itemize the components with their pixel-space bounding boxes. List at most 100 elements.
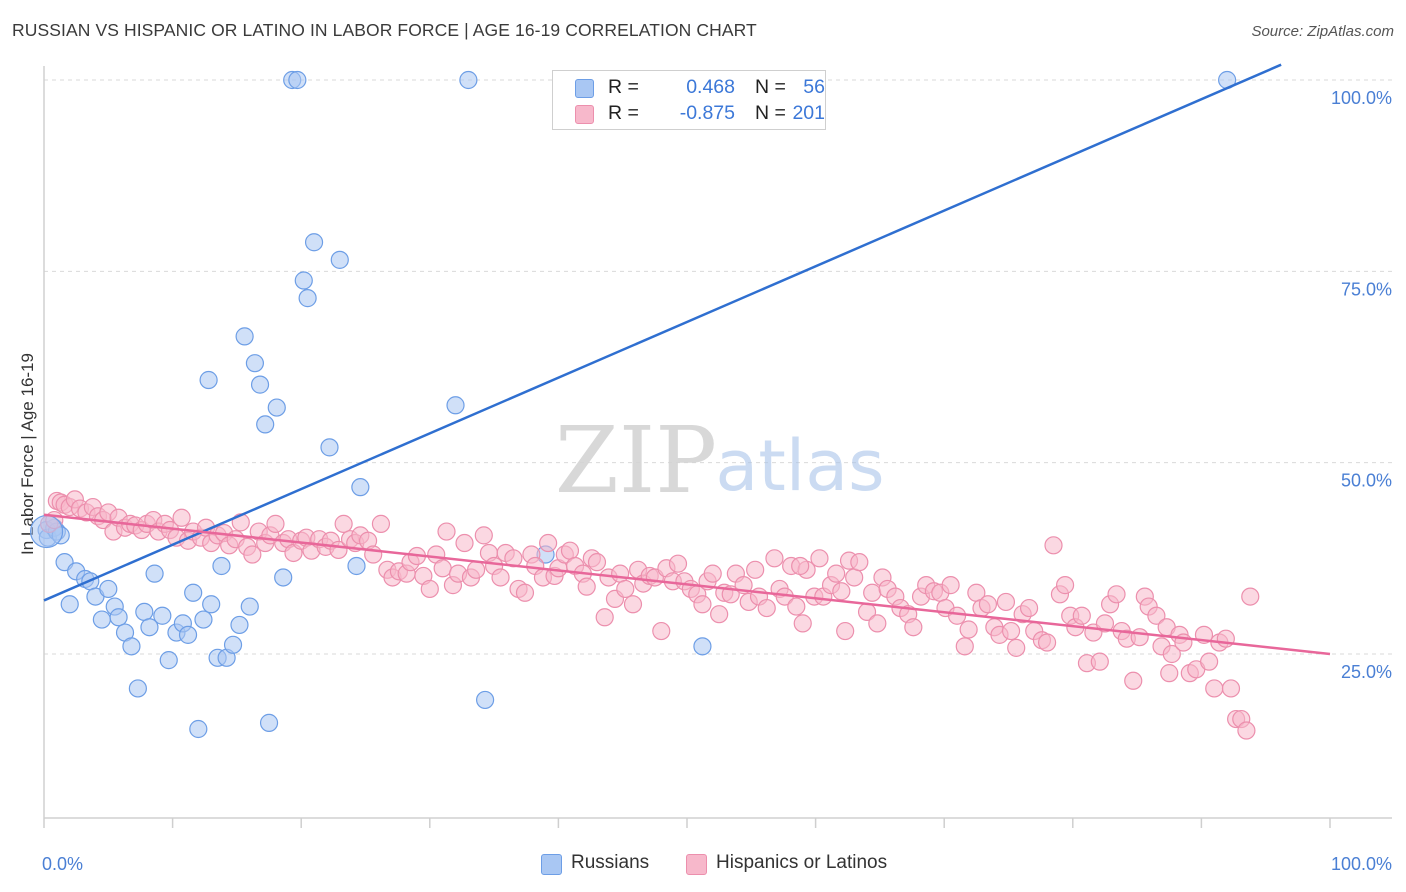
watermark-zip: ZIP	[555, 407, 717, 514]
russian-point	[202, 595, 221, 614]
hispanic-point	[1147, 606, 1166, 625]
hispanic-point	[996, 592, 1016, 612]
hispanic-point	[474, 526, 493, 545]
hispanic-point	[1044, 536, 1063, 555]
hispanic-point	[904, 618, 923, 637]
russian-point	[212, 556, 231, 576]
russian-point	[122, 637, 141, 656]
tick-labels: 25.0% 50.0% 75.0% 100.0% 0.0% 100.0%	[42, 88, 1392, 874]
hispanic-point	[693, 595, 712, 614]
hispanic-point	[787, 597, 806, 616]
hispanic-point	[1107, 585, 1126, 604]
legend-label-russians: Russians	[571, 852, 650, 873]
hispanic-point	[746, 560, 765, 579]
russian-point	[194, 610, 213, 629]
hispanic-point	[616, 579, 635, 599]
russian-point	[223, 635, 243, 654]
hispanic-point	[437, 522, 456, 541]
hispanic-point	[172, 508, 191, 527]
data-points	[29, 70, 1260, 740]
hispanics-swatch	[686, 854, 707, 875]
hispanic-point	[1019, 598, 1039, 618]
russian-point	[245, 354, 265, 373]
hispanic-point	[1160, 664, 1179, 683]
r-value: -0.875	[679, 102, 735, 124]
russian-point	[298, 289, 317, 308]
russian-point	[446, 396, 465, 415]
hispanic-point	[652, 621, 671, 641]
russian-point	[250, 375, 270, 394]
russian-point	[288, 70, 307, 90]
hispanic-point	[420, 579, 439, 599]
hispanic-point	[611, 564, 630, 583]
hispanic-point	[1216, 629, 1235, 648]
y-tick-label: 50.0%	[1341, 471, 1392, 491]
axes	[43, 66, 1392, 828]
r-value: 0.468	[686, 76, 735, 98]
russian-point	[330, 250, 349, 269]
hispanic-point	[863, 583, 882, 602]
hispanic-point	[515, 583, 535, 602]
russian-point	[294, 271, 313, 290]
russian-point	[230, 615, 249, 635]
hispanic-point	[504, 549, 523, 568]
hispanic-point	[491, 568, 510, 587]
hispanic-point	[978, 595, 998, 614]
hispanic-point	[587, 553, 607, 572]
hispanic-point	[266, 514, 285, 533]
hispanic-point	[1162, 644, 1181, 664]
russian-point	[189, 719, 208, 739]
russian-point	[304, 233, 324, 252]
hispanic-point	[868, 614, 887, 633]
russian-point	[320, 438, 339, 457]
russian-point	[99, 579, 118, 599]
watermark: ZIP atlas	[555, 407, 885, 514]
hispanic-point	[1007, 638, 1026, 657]
correlation-legend: R = 0.468 N = 56 R = -0.875 N = 201	[552, 70, 826, 130]
hispanic-point	[955, 637, 974, 656]
hispanic-point	[827, 564, 846, 583]
y-tick-label: 100.0%	[1331, 88, 1392, 108]
hispanic-point	[757, 598, 776, 618]
hispanic-point	[466, 560, 486, 579]
russians-swatch	[541, 854, 562, 875]
hispanic-point	[577, 577, 596, 596]
russian-point	[135, 602, 154, 622]
hispanic-point	[455, 533, 474, 553]
hispanic-point	[1237, 721, 1256, 740]
hispanic-point	[941, 576, 960, 595]
hispanic-point	[959, 620, 978, 639]
russian-point	[140, 618, 159, 637]
russians-swatch	[575, 79, 594, 98]
hispanic-trend-line	[43, 513, 1331, 656]
n-label: N =	[755, 102, 786, 124]
hispanic-point	[1090, 652, 1109, 671]
russian-point	[128, 679, 147, 698]
russian-point	[159, 651, 178, 670]
hispanic-point	[1205, 679, 1224, 698]
russian-point	[145, 564, 164, 583]
hispanic-point	[703, 564, 722, 583]
hispanic-point	[560, 541, 580, 560]
hispanic-point	[334, 514, 353, 533]
russian-point	[153, 606, 172, 625]
hispanic-point	[1241, 587, 1260, 606]
russian-point	[240, 597, 259, 616]
hispanic-point	[791, 556, 810, 576]
russian-point	[235, 327, 254, 346]
hispanic-point	[710, 605, 729, 624]
n-label: N =	[755, 76, 786, 98]
hispanic-point	[1037, 633, 1057, 652]
hispanic-point	[1072, 606, 1091, 625]
russian-point	[109, 608, 128, 627]
russian-point	[256, 415, 275, 434]
russian-point	[274, 568, 293, 587]
russian-point	[60, 595, 79, 614]
hispanic-point	[595, 608, 614, 627]
watermark-atlas: atlas	[715, 425, 884, 507]
russian-point	[267, 398, 286, 417]
hispanic-point	[243, 545, 262, 564]
hispanic-point	[371, 514, 391, 533]
source-label: Source: ZipAtlas.com	[1251, 23, 1394, 40]
russian-point	[92, 610, 111, 629]
